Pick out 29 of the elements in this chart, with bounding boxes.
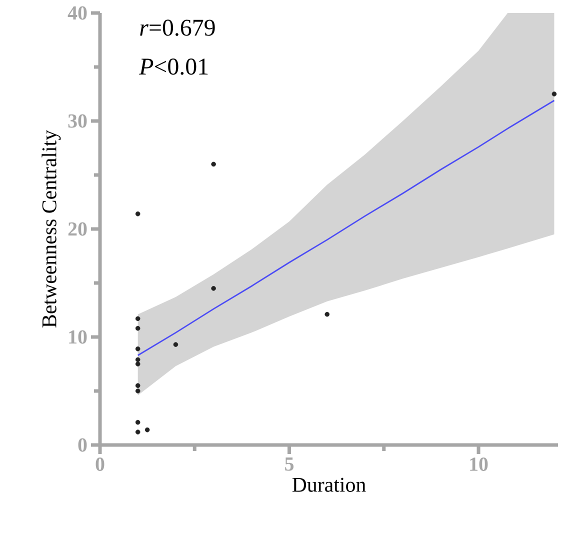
annotation: r=0.679 [140, 20, 215, 36]
y-tick-label: 40 [68, 6, 87, 20]
annotation: P<0.01 [139, 58, 208, 75]
y-tick-label: 30 [68, 114, 87, 128]
point [135, 326, 140, 331]
x-tick-label: 5 [285, 458, 294, 471]
point [135, 362, 140, 366]
point [211, 286, 216, 291]
point [552, 92, 557, 96]
y-tick-label: 0 [78, 438, 87, 452]
point [135, 211, 140, 216]
point [144, 427, 150, 432]
y-tick-label: 10 [69, 330, 87, 344]
point [211, 162, 216, 167]
point [135, 430, 140, 434]
x-axis-title: Duration [292, 478, 366, 492]
point [324, 312, 330, 317]
point [173, 342, 178, 347]
point [135, 383, 140, 388]
point [135, 346, 140, 352]
x-tick-label: 10 [470, 458, 488, 471]
x-tick-label: 0 [96, 458, 104, 471]
point [135, 388, 140, 394]
point [135, 420, 140, 425]
y-tick-label: 20 [68, 222, 87, 236]
point [135, 357, 140, 362]
line-series [137, 100, 555, 356]
point [135, 316, 140, 322]
y-axis-title: Betweenness Centrality [42, 130, 61, 328]
